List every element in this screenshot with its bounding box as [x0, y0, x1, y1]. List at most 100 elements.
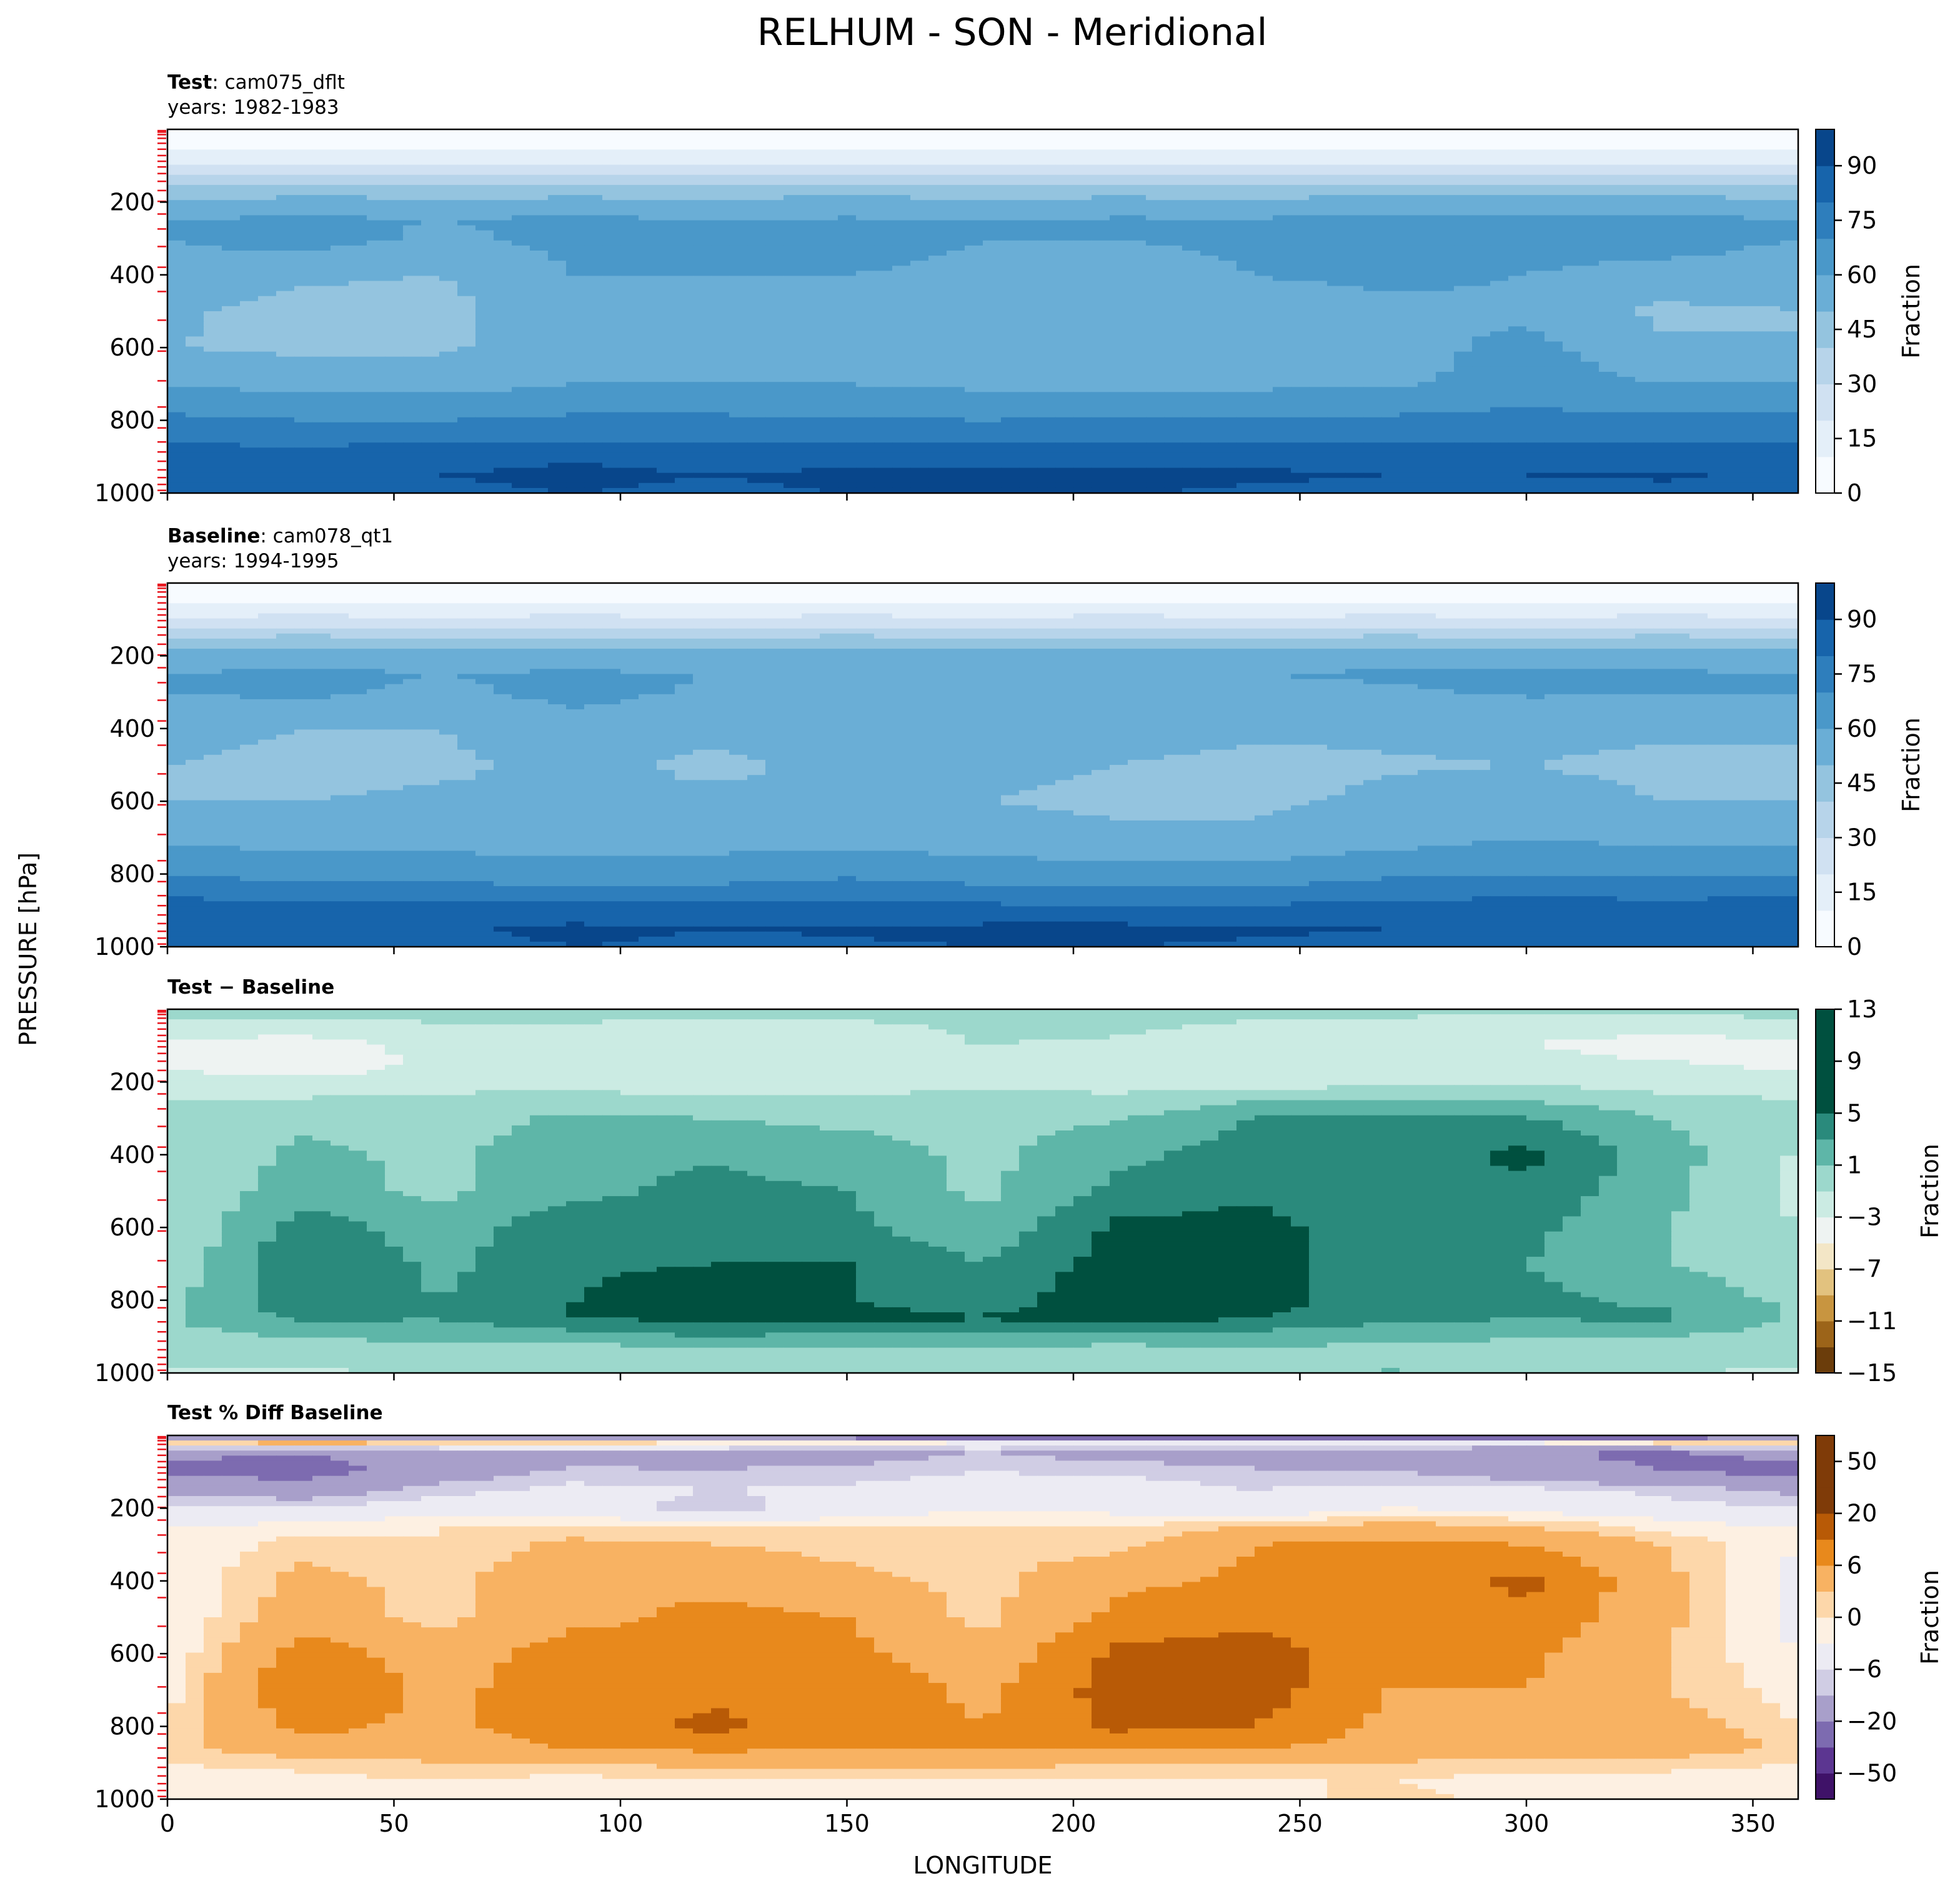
heatmap-cell	[1236, 226, 1255, 231]
heatmap-cell	[1526, 180, 1545, 186]
heatmap-cell	[1599, 149, 1618, 155]
heatmap-cell	[276, 165, 295, 171]
heatmap-cell	[1689, 129, 1708, 135]
heatmap-cell	[167, 129, 186, 135]
heatmap-cell	[657, 226, 675, 231]
heatmap-cell	[1599, 144, 1618, 150]
heatmap-cell	[1689, 134, 1708, 140]
heatmap-cell	[711, 175, 730, 181]
heatmap-cell	[765, 175, 784, 181]
heatmap-cell	[1037, 175, 1056, 181]
heatmap-cell	[457, 170, 476, 176]
heatmap-cell	[1309, 210, 1328, 216]
heatmap-cell	[657, 170, 675, 176]
heatmap-cell	[1545, 210, 1563, 216]
heatmap-cell	[1146, 144, 1165, 150]
heatmap-cell	[258, 165, 277, 171]
heatmap-cell	[1236, 190, 1255, 196]
heatmap-cell	[276, 170, 295, 176]
heatmap-cell	[892, 134, 911, 140]
heatmap-cell	[276, 149, 295, 155]
heatmap-cell	[475, 231, 494, 236]
heatmap-cell	[965, 200, 983, 206]
heatmap-cell	[1563, 200, 1581, 206]
heatmap-cell	[965, 170, 983, 176]
heatmap-cell	[620, 154, 639, 160]
heatmap-cell	[548, 221, 567, 226]
heatmap-cell	[1635, 210, 1654, 216]
heatmap-cell	[1563, 149, 1581, 155]
heatmap-cell	[820, 200, 838, 206]
heatmap-cell	[1363, 139, 1382, 145]
heatmap-cell	[367, 139, 386, 145]
heatmap-cell	[367, 134, 386, 140]
heatmap-cell	[1708, 154, 1726, 160]
heatmap-cell	[1436, 200, 1455, 206]
heatmap-cell	[167, 139, 186, 145]
heatmap-cell	[258, 195, 277, 201]
heatmap-cell	[784, 231, 802, 236]
heatmap-cell	[312, 154, 331, 160]
heatmap-cell	[204, 231, 222, 236]
heatmap-cell	[1490, 215, 1509, 221]
heatmap-cell	[1508, 226, 1527, 231]
heatmap-cell	[1110, 154, 1128, 160]
heatmap-cell	[1726, 226, 1744, 231]
heatmap-cell	[820, 221, 838, 226]
heatmap-cell	[1200, 215, 1219, 221]
heatmap-cell	[1563, 175, 1581, 181]
heatmap-cell	[820, 195, 838, 201]
heatmap-cell	[548, 205, 567, 211]
heatmap-cell	[1744, 210, 1763, 216]
heatmap-cell	[1581, 170, 1599, 176]
heatmap-cell	[530, 175, 549, 181]
heatmap-cell	[1617, 200, 1636, 206]
heatmap-cell	[802, 195, 820, 201]
heatmap-cell	[439, 180, 458, 186]
heatmap-cell	[167, 175, 186, 181]
heatmap-cell	[512, 231, 530, 236]
heatmap-cell	[331, 154, 349, 160]
heatmap-cell	[1689, 205, 1708, 211]
heatmap-cell	[965, 226, 983, 231]
heatmap-cell	[222, 129, 241, 135]
heatmap-cell	[602, 134, 621, 140]
heatmap-cell	[892, 190, 911, 196]
heatmap-cell	[1273, 165, 1291, 171]
heatmap-cell	[403, 215, 422, 221]
heatmap-cell	[421, 210, 440, 216]
heatmap-cell	[312, 149, 331, 155]
heatmap-cell	[530, 134, 549, 140]
heatmap-cell	[729, 175, 748, 181]
heatmap-cell	[1545, 205, 1563, 211]
heatmap-cell	[439, 190, 458, 196]
heatmap-cell	[566, 154, 585, 160]
heatmap-cell	[620, 185, 639, 191]
heatmap-cell	[657, 200, 675, 206]
heatmap-cell	[892, 185, 911, 191]
heatmap-cell	[928, 160, 947, 166]
heatmap-cell	[1092, 134, 1110, 140]
heatmap-cell	[1635, 154, 1654, 160]
heatmap-cell	[1400, 149, 1418, 155]
heatmap-cell	[1653, 170, 1672, 176]
heatmap-cell	[910, 170, 929, 176]
heatmap-cell	[1128, 231, 1147, 236]
heatmap-cell	[602, 185, 621, 191]
heatmap-cell	[367, 231, 386, 236]
heatmap-cell	[240, 144, 259, 150]
heatmap-cell	[1653, 185, 1672, 191]
heatmap-cell	[1490, 200, 1509, 206]
heatmap-cell	[602, 139, 621, 145]
heatmap-cell	[1073, 134, 1092, 140]
heatmap-cell	[765, 134, 784, 140]
heatmap-cell	[1092, 200, 1110, 206]
heatmap-cell	[1563, 190, 1581, 196]
heatmap-cell	[1418, 149, 1436, 155]
heatmap-cell	[1400, 180, 1418, 186]
heatmap-cell	[512, 190, 530, 196]
heatmap-cell	[1418, 139, 1436, 145]
heatmap-cell	[693, 190, 712, 196]
heatmap-cell	[620, 226, 639, 231]
heatmap-cell	[475, 165, 494, 171]
